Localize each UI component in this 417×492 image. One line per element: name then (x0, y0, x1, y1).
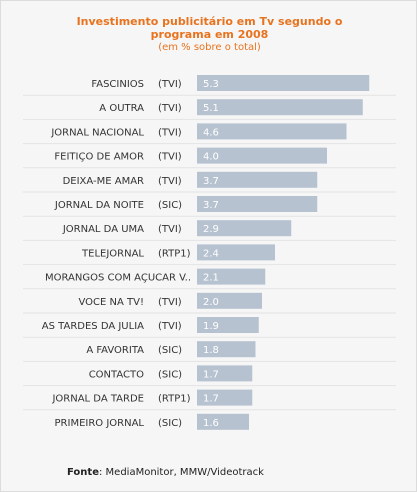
bar-value-label: 3.7 (203, 200, 219, 211)
bar-value-label: 2.9 (203, 224, 219, 235)
bar (197, 75, 370, 91)
category-label: CONTACTO (89, 369, 144, 380)
channel-label: (TVI) (158, 152, 182, 163)
chart-title-block: Investimento publicitário em Tv segundo … (1, 15, 417, 54)
channel-label: (SIC) (158, 345, 182, 356)
channel-label: (SIC) (158, 200, 182, 211)
source-label: Fonte (67, 467, 99, 478)
channel-label: (TVI) (158, 103, 182, 114)
category-label: JORNAL NACIONAL (50, 127, 144, 138)
category-label: JORNAL DA TARDE (51, 394, 144, 405)
source-text: : MediaMonitor, MMW/Videotrack (98, 467, 264, 478)
bar (197, 317, 259, 333)
category-label: DEIXA-ME AMAR (63, 176, 144, 187)
chart-title-line-2: programa em 2008 (150, 28, 269, 41)
category-label: FASCINIOS (91, 79, 144, 90)
bar (197, 196, 318, 212)
source-note: Fonte: MediaMonitor, MMW/Videotrack (67, 467, 264, 478)
channel-label: (TVI) (158, 79, 182, 90)
channel-label: (RTP1) (158, 394, 191, 405)
channel-label: (TVI) (158, 127, 182, 138)
bar-value-label: 1.6 (203, 418, 219, 429)
bar-value-label: 1.7 (203, 394, 219, 405)
bar (197, 147, 327, 164)
channel-label: (TVI) (158, 176, 182, 187)
bar-value-label: 5.1 (203, 103, 219, 114)
bar (197, 413, 249, 430)
bar-value-label: 3.7 (203, 176, 219, 187)
category-label: A FAVORITA (86, 345, 144, 356)
bar (197, 244, 275, 261)
category-label: A OUTRA (99, 103, 144, 114)
bar-value-label: 2.4 (203, 248, 219, 259)
bar (197, 99, 363, 116)
bar (197, 389, 253, 406)
bar-value-label: 4.6 (203, 127, 219, 138)
category-label: JORNAL DA UMA (62, 224, 144, 235)
chart-title-line-1: Investimento publicitário em Tv segundo … (76, 15, 343, 28)
bar-value-label: 1.7 (203, 369, 219, 380)
category-label: JORNAL DA NOITE (54, 200, 144, 211)
channel-label: (SIC) (158, 418, 182, 429)
category-label: FEITIÇO DE AMOR (54, 152, 144, 163)
chart-subtitle: (em % sobre o total) (158, 42, 261, 53)
channel-label: (TVI) (158, 321, 182, 332)
bar (197, 171, 318, 188)
channel-label: (TVI) (158, 224, 182, 235)
bar-value-label: 2.1 (203, 273, 219, 284)
category-label: VOCE NA TV! (79, 297, 144, 308)
bar-value-label: 2.0 (203, 297, 219, 308)
category-label: AS TARDES DA JULIA (42, 321, 144, 332)
bar-value-label: 5.3 (203, 79, 219, 90)
channel-label: (RTP1) (158, 248, 191, 259)
category-label: TELEJORNAL (81, 248, 144, 259)
bar (197, 365, 253, 382)
bar (197, 220, 292, 237)
bar-value-label: 4.0 (203, 152, 219, 163)
category-label: MORANGOS COM AÇUCAR V.. (45, 273, 191, 284)
bar (197, 123, 347, 140)
bar-value-label: 1.9 (203, 321, 219, 332)
bar (197, 341, 256, 358)
category-label: PRIMEIRO JORNAL (55, 418, 145, 429)
channel-label: (SIC) (158, 369, 182, 380)
bar (197, 292, 262, 309)
channel-label: (TVI) (158, 297, 182, 308)
bar (197, 268, 266, 285)
bar-value-label: 1.8 (203, 345, 219, 356)
bar-chart: FASCINIOS (TVI) 5.3 A OUTRA (TVI) 5.1 JORNAL N… (23, 75, 396, 430)
